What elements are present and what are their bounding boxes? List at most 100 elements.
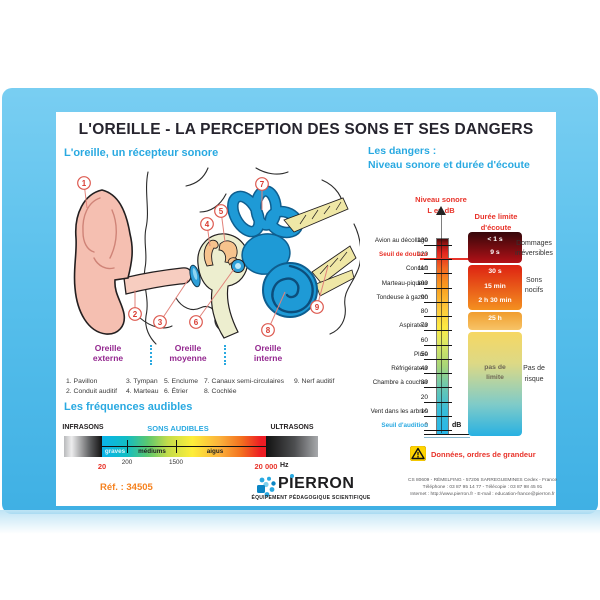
db-tick-label: 130 bbox=[417, 237, 428, 244]
semicircular-canals bbox=[227, 185, 304, 239]
reference-number: Réf. : 34505 bbox=[100, 482, 153, 493]
legend-item: 6. Étrier bbox=[164, 388, 188, 395]
reflection-gradient bbox=[0, 510, 600, 540]
db-tick-label: 120 bbox=[417, 251, 428, 259]
svg-text:2: 2 bbox=[133, 310, 138, 319]
frequency-limit-low: 20 bbox=[97, 462, 107, 471]
svg-text:9: 9 bbox=[315, 303, 320, 312]
region-label-externe: Oreille externe bbox=[92, 343, 124, 363]
svg-text:7: 7 bbox=[260, 180, 265, 189]
duration-block-no-limit bbox=[468, 332, 522, 436]
db-tick-label: 50 bbox=[420, 350, 428, 358]
sound-source-label: Aspirateur bbox=[399, 322, 428, 330]
duration-label: 25 h bbox=[488, 315, 502, 322]
region-separator-2 bbox=[224, 345, 226, 365]
marker-2: 2 bbox=[128, 290, 142, 321]
marker-5: 5 bbox=[214, 204, 228, 243]
db-tick bbox=[424, 316, 452, 318]
db-tick-label: 80 bbox=[420, 308, 428, 316]
brand-letters-erron: ERRON bbox=[294, 475, 355, 492]
db-tick bbox=[424, 401, 452, 403]
range-label-médiums: médiums bbox=[138, 448, 166, 455]
db-tick bbox=[424, 387, 452, 389]
frequency-unit: Hz bbox=[280, 462, 289, 469]
db-tick-label: 30 bbox=[420, 379, 428, 387]
zero-baseline-2 bbox=[424, 437, 470, 438]
legend-item: 8. Cochlée bbox=[204, 388, 237, 395]
range-label-aigus: aigus bbox=[206, 448, 224, 455]
duration-label: 2 h 30 min bbox=[478, 297, 512, 304]
db-tick-label: 90 bbox=[420, 293, 428, 301]
pierron-logo-icon bbox=[257, 476, 276, 497]
decibel-thermometer-bar bbox=[436, 238, 449, 435]
sound-source-label: Chambre à coucher bbox=[372, 379, 428, 387]
sound-source-label: Avion au décollage bbox=[374, 237, 428, 244]
pinna-outer-ear bbox=[73, 189, 133, 335]
legend-item: 5. Enclume bbox=[164, 378, 199, 385]
band-label-2: SONS AUDIBLES bbox=[147, 424, 209, 433]
risk-label-line: irréversibles bbox=[515, 250, 553, 257]
zero-baseline-1 bbox=[424, 434, 470, 435]
oval-window-center bbox=[235, 263, 241, 269]
legend-item: 9. Nerf auditif bbox=[294, 378, 335, 385]
marker-8: 8 bbox=[261, 291, 286, 337]
duration-label: 30 s bbox=[488, 268, 502, 275]
dangers-section-title-line1: Les dangers : bbox=[368, 145, 437, 157]
duration-label: 15 min bbox=[484, 283, 506, 290]
frequency-axis-tick-1500 bbox=[176, 440, 177, 453]
dangers-section-title-line2: Niveau sonore et durée d'écoute bbox=[368, 159, 530, 171]
frequency-limit-high: 20 000 bbox=[254, 462, 278, 471]
db-tick bbox=[424, 259, 452, 261]
marker-6: 6 bbox=[189, 268, 235, 329]
frequency-axis-tick-200 bbox=[127, 440, 128, 453]
ultrasound-band bbox=[266, 436, 318, 457]
band-label-1: INFRASONS bbox=[62, 424, 104, 431]
address-line-3: Internet : http://www.pierron.fr - E-mai… bbox=[410, 492, 555, 497]
risk-label-line: nocifs bbox=[524, 287, 544, 294]
tympan-highlight bbox=[192, 268, 198, 280]
duration-label: limite bbox=[486, 374, 504, 381]
svg-text:1: 1 bbox=[82, 179, 87, 188]
frequency-tick-label: 200 bbox=[121, 459, 133, 466]
ear-anatomy-diagram: 1 2 3 45 6 7 8 9 bbox=[73, 167, 360, 345]
duration-title-line2: d'écoute bbox=[480, 223, 512, 232]
brand-tagline: ÉQUIPEMENT PÉDAGOGIQUE SCIENTIFIQUE bbox=[251, 495, 371, 501]
db-tick bbox=[424, 287, 452, 289]
ear-section-title: L'oreille, un récepteur sonore bbox=[64, 147, 219, 159]
db-tick-label: 100 bbox=[417, 279, 428, 287]
svg-text:5: 5 bbox=[219, 207, 224, 216]
region-label-moyenne: Oreille moyenne bbox=[169, 343, 207, 363]
pierron-logo-text: PIERRON bbox=[278, 475, 354, 493]
svg-text:4: 4 bbox=[205, 220, 210, 229]
legend-item: 3. Tympan bbox=[126, 378, 158, 385]
db-tick-label: 60 bbox=[420, 336, 428, 344]
db-tick bbox=[424, 301, 452, 303]
pinna-inner-folds bbox=[82, 197, 117, 270]
db-tick bbox=[424, 344, 452, 346]
marker-9: 9 bbox=[310, 265, 329, 314]
db-unit-label: dB bbox=[452, 422, 462, 429]
duration-label: 9 s bbox=[490, 249, 500, 256]
numbered-markers: 1 2 3 45 6 7 8 9 bbox=[77, 176, 329, 337]
address-line-1: CS 80609 - RÉMELFING - 57206 SARREGUEMIN… bbox=[407, 478, 558, 483]
brand-letter-i: I bbox=[289, 475, 295, 492]
frequency-axis-line bbox=[102, 446, 266, 447]
db-tick-label: 0 bbox=[424, 422, 428, 429]
band-label-3: ULTRASONS bbox=[270, 424, 314, 431]
frequency-tick-label: 1500 bbox=[168, 459, 183, 466]
db-tick-label: 20 bbox=[420, 393, 428, 401]
sound-source-label: Réfrigérateur bbox=[391, 365, 428, 373]
legend-item: 1. Pavillon bbox=[66, 378, 98, 385]
db-tick bbox=[424, 330, 452, 332]
brand-letter-p: P bbox=[278, 475, 290, 492]
db-tick bbox=[424, 373, 452, 375]
risk-label-line: risque bbox=[524, 376, 544, 383]
duration-title-line1: Durée limite bbox=[474, 212, 518, 221]
db-tick-label: 10 bbox=[420, 407, 428, 415]
cochlea bbox=[262, 262, 318, 318]
legend-item: 2. Conduit auditif bbox=[66, 388, 118, 395]
db-tick bbox=[424, 245, 452, 246]
duration-block-harmful bbox=[468, 265, 522, 310]
sound-source-label: Pluie bbox=[413, 350, 428, 358]
